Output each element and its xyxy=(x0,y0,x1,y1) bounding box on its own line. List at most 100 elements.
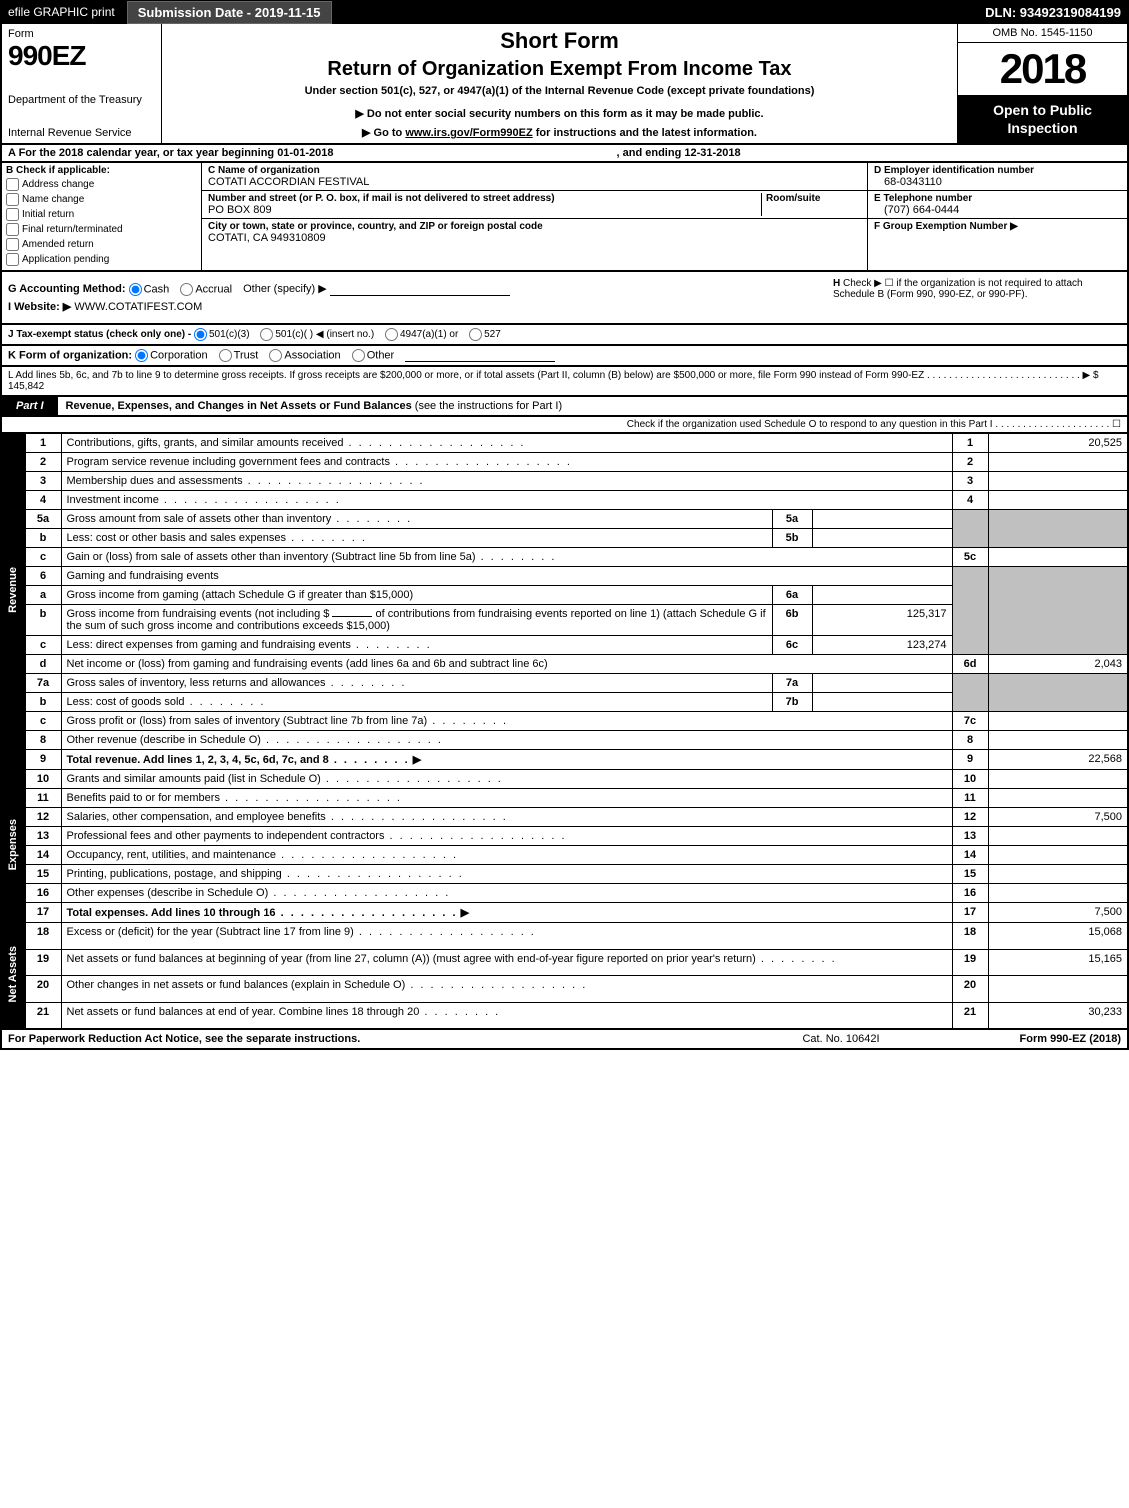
radio-icon[interactable] xyxy=(135,349,148,362)
line-desc: Other expenses (describe in Schedule O) xyxy=(61,883,952,902)
radio-other[interactable]: Other xyxy=(352,349,395,362)
table-row: Revenue 1 Contributions, gifts, grants, … xyxy=(1,433,1128,452)
line-num: 19 xyxy=(25,949,61,976)
line-ref: 13 xyxy=(952,826,988,845)
line-num: 2 xyxy=(25,452,61,471)
e-label: E Telephone number xyxy=(874,193,1121,204)
radio-trust[interactable]: Trust xyxy=(219,349,259,362)
line-desc: Less: direct expenses from gaming and fu… xyxy=(61,635,772,654)
line-num: b xyxy=(25,604,61,635)
checkbox-icon[interactable] xyxy=(6,178,19,191)
dln-label: DLN: 93492319084199 xyxy=(985,5,1129,20)
radio-accrual[interactable]: Accrual xyxy=(180,283,232,296)
chk-amended-return[interactable]: Amended return xyxy=(6,238,197,251)
other-org-blank[interactable] xyxy=(405,361,555,362)
chk-initial-return[interactable]: Initial return xyxy=(6,208,197,221)
line-desc: Contributions, gifts, grants, and simila… xyxy=(61,433,952,452)
table-row: Net Assets 18 Excess or (deficit) for th… xyxy=(1,922,1128,949)
submission-date-button[interactable]: Submission Date - 2019-11-15 xyxy=(127,1,332,24)
line-desc: Gross sales of inventory, less returns a… xyxy=(61,673,772,692)
e-cell: E Telephone number (707) 664-0444 xyxy=(868,191,1127,219)
l-row: L Add lines 5b, 6c, and 7b to line 9 to … xyxy=(0,367,1129,397)
line-amount: 7,500 xyxy=(988,807,1128,826)
line-desc: Net income or (loss) from gaming and fun… xyxy=(61,654,952,673)
city-row: City or town, state or province, country… xyxy=(202,219,867,246)
j-label: J Tax-exempt status (check only one) - xyxy=(8,329,194,340)
line-amount xyxy=(988,788,1128,807)
sub-val xyxy=(812,509,952,528)
radio-icon[interactable] xyxy=(469,328,482,341)
radio-label: Other xyxy=(367,349,395,361)
checkbox-icon[interactable] xyxy=(6,253,19,266)
line-num: b xyxy=(25,692,61,711)
i-label: I Website: ▶ xyxy=(8,301,71,313)
d-cell: D Employer identification number 68-0343… xyxy=(868,163,1127,191)
sub-num: 6a xyxy=(772,585,812,604)
instructions-link[interactable]: www.irs.gov/Form990EZ xyxy=(405,127,532,139)
line-num: 11 xyxy=(25,788,61,807)
line-desc: Net assets or fund balances at beginning… xyxy=(61,949,952,976)
checkbox-icon[interactable] xyxy=(6,208,19,221)
radio-icon[interactable] xyxy=(352,349,365,362)
radio-icon[interactable] xyxy=(180,283,193,296)
radio-cash[interactable]: Cash xyxy=(129,283,170,296)
line-ref: 14 xyxy=(952,845,988,864)
k-label: K Form of organization: xyxy=(8,349,132,361)
part1-header: Part I Revenue, Expenses, and Changes in… xyxy=(0,397,1129,417)
line-desc: Excess or (deficit) for the year (Subtra… xyxy=(61,922,952,949)
checkbox-icon[interactable] xyxy=(6,223,19,236)
line-desc: Gross profit or (loss) from sales of inv… xyxy=(61,711,952,730)
chk-label: Amended return xyxy=(22,240,94,251)
line-ref: 20 xyxy=(952,976,988,1003)
desc-text: Benefits paid to or for members xyxy=(67,792,220,804)
blank-field[interactable] xyxy=(332,616,372,617)
radio-label: Association xyxy=(284,349,340,361)
desc-text: Less: cost of goods sold xyxy=(67,696,185,708)
city-val: COTATI, CA 949310809 xyxy=(208,232,861,244)
line-num: d xyxy=(25,654,61,673)
shaded-cell xyxy=(952,509,988,547)
radio-501c[interactable]: 501(c)( ) ◀ (insert no.) xyxy=(260,328,374,341)
org-name: COTATI ACCORDIAN FESTIVAL xyxy=(208,176,861,188)
radio-icon[interactable] xyxy=(219,349,232,362)
radio-label: 501(c)(3) xyxy=(209,329,250,340)
radio-527[interactable]: 527 xyxy=(469,328,501,341)
radio-icon[interactable] xyxy=(194,328,207,341)
radio-4947[interactable]: 4947(a)(1) or xyxy=(385,328,458,341)
radio-association[interactable]: Association xyxy=(269,349,340,362)
b-label: B Check if applicable: xyxy=(6,165,197,176)
radio-icon[interactable] xyxy=(129,283,142,296)
chk-name-change[interactable]: Name change xyxy=(6,193,197,206)
table-row: c Gross profit or (loss) from sales of i… xyxy=(1,711,1128,730)
chk-final-return[interactable]: Final return/terminated xyxy=(6,223,197,236)
efile-label: efile GRAPHIC print xyxy=(0,3,123,21)
period-ending: , and ending 12-31-2018 xyxy=(617,147,741,159)
desc-text: Other expenses (describe in Schedule O) xyxy=(67,887,269,899)
table-row: 12 Salaries, other compensation, and emp… xyxy=(1,807,1128,826)
org-name-row: C Name of organization COTATI ACCORDIAN … xyxy=(202,163,867,191)
chk-application-pending[interactable]: Application pending xyxy=(6,253,197,266)
line-desc: Other revenue (describe in Schedule O) xyxy=(61,730,952,749)
radio-icon[interactable] xyxy=(260,328,273,341)
part1-title-text: Revenue, Expenses, and Changes in Net As… xyxy=(66,400,412,412)
radio-label: Accrual xyxy=(195,283,232,295)
desc-text: Printing, publications, postage, and shi… xyxy=(67,868,282,880)
other-blank[interactable] xyxy=(330,295,510,296)
l-text: L Add lines 5b, 6c, and 7b to line 9 to … xyxy=(8,370,1099,381)
table-row: 16 Other expenses (describe in Schedule … xyxy=(1,883,1128,902)
checkbox-icon[interactable] xyxy=(6,193,19,206)
sub-val xyxy=(812,692,952,711)
city-label: City or town, state or province, country… xyxy=(208,221,861,232)
radio-corporation[interactable]: Corporation xyxy=(135,349,207,362)
line-amount xyxy=(988,711,1128,730)
chk-address-change[interactable]: Address change xyxy=(6,178,197,191)
radio-501c3[interactable]: 501(c)(3) xyxy=(194,328,250,341)
link-note: ▶ Go to www.irs.gov/Form990EZ for instru… xyxy=(172,126,947,139)
side-label-text: Expenses xyxy=(7,799,19,890)
h-block: H Check ▶ ☐ if the organization is not r… xyxy=(827,272,1127,323)
desc-text: Gain or (loss) from sale of assets other… xyxy=(67,551,476,563)
line-ref: 10 xyxy=(952,769,988,788)
radio-icon[interactable] xyxy=(385,328,398,341)
checkbox-icon[interactable] xyxy=(6,238,19,251)
radio-icon[interactable] xyxy=(269,349,282,362)
